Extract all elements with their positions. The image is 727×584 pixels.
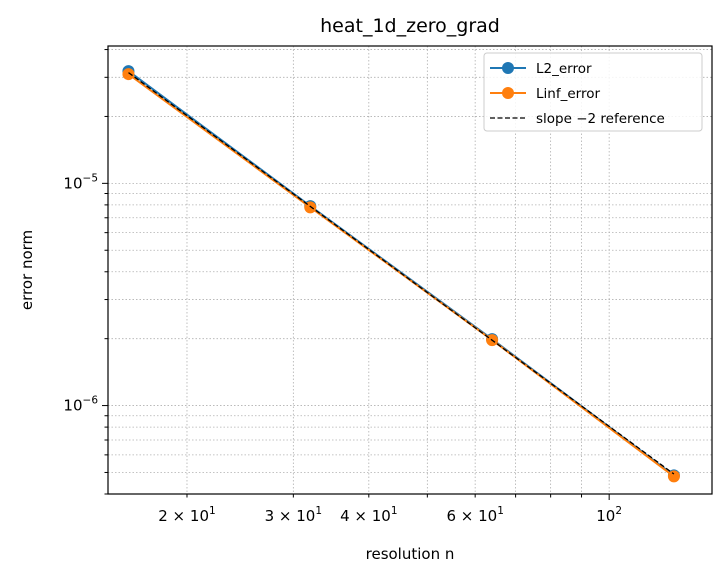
x-tick-label: 3 × 101: [265, 505, 322, 525]
x-tick-label: 102: [596, 505, 622, 525]
x-tick-label: 2 × 101: [158, 505, 215, 525]
x-tick-label: 6 × 101: [446, 505, 503, 525]
data-point-linf-error: [667, 470, 680, 483]
tick-layer: 2 × 101 3 × 101 4 × 101 6 × 101 102 10−5 10−6: [63, 49, 622, 525]
legend-marker: [502, 87, 514, 99]
x-axis-label: resolution n: [366, 545, 455, 563]
plot-frame: [107, 45, 713, 495]
y-tick-label: 10−5: [63, 172, 98, 192]
legend-label: L2_error: [536, 61, 592, 77]
y-axis-label: error norm: [18, 230, 36, 310]
legend-box: [483, 52, 703, 132]
chart-title: heat_1d_zero_grad: [320, 15, 500, 37]
x-tick-label: 4 × 101: [340, 505, 397, 525]
legend-marker: [502, 62, 514, 74]
legend-label: Linf_error: [536, 86, 600, 102]
y-tick-label: 10−6: [63, 395, 98, 415]
series-layer: [122, 65, 680, 483]
legend-label: slope −2 reference: [536, 111, 665, 127]
series-line-reference: [128, 72, 675, 475]
data-point-linf-error: [122, 68, 135, 81]
